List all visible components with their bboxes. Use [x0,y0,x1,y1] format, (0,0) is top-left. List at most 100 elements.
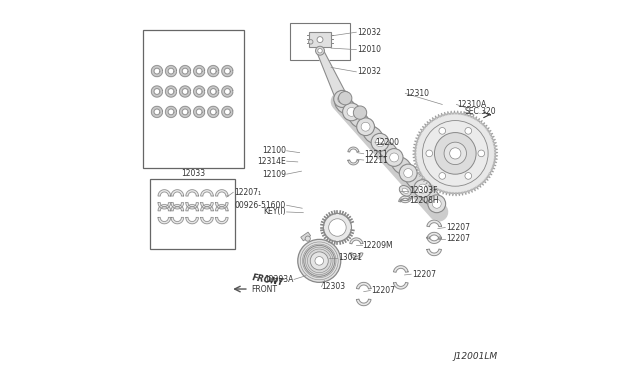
Polygon shape [222,65,233,77]
Bar [143,31,244,168]
Ellipse shape [399,186,411,196]
Polygon shape [194,106,205,118]
Text: 12211: 12211 [364,156,388,165]
Polygon shape [158,218,171,224]
Text: FRONT: FRONT [252,273,285,287]
Text: 12010: 12010 [357,45,381,54]
Polygon shape [216,190,228,196]
Polygon shape [427,232,442,239]
Polygon shape [457,111,458,114]
Polygon shape [469,114,471,117]
Polygon shape [460,111,461,115]
Polygon shape [356,282,371,289]
Polygon shape [494,146,497,147]
Text: 12033: 12033 [181,169,205,177]
Ellipse shape [420,187,440,205]
Circle shape [310,252,328,270]
Polygon shape [436,188,439,192]
Text: 12207: 12207 [446,223,470,232]
Polygon shape [186,218,198,224]
Polygon shape [349,238,363,244]
Polygon shape [413,157,416,158]
Polygon shape [349,253,363,259]
Polygon shape [446,192,447,195]
Polygon shape [427,249,442,256]
Polygon shape [481,182,484,185]
Ellipse shape [349,110,369,128]
Circle shape [316,46,324,55]
Polygon shape [201,205,213,211]
Polygon shape [413,160,417,161]
Circle shape [465,128,472,134]
Polygon shape [458,192,460,196]
Bar [309,32,331,47]
Polygon shape [466,113,468,116]
Polygon shape [171,205,184,211]
Circle shape [465,173,472,179]
Polygon shape [479,121,483,124]
Circle shape [342,103,360,121]
Bar [291,23,349,60]
Polygon shape [419,132,422,134]
Circle shape [450,148,461,159]
Ellipse shape [378,141,397,159]
Polygon shape [477,118,479,122]
Polygon shape [216,205,228,211]
Polygon shape [158,203,171,209]
Polygon shape [186,205,198,211]
Polygon shape [427,237,442,243]
Polygon shape [316,51,349,99]
Polygon shape [166,65,177,77]
Circle shape [315,257,324,265]
Polygon shape [356,299,371,306]
Polygon shape [424,124,428,127]
Polygon shape [478,184,481,187]
Polygon shape [348,160,359,165]
Text: 12032: 12032 [357,67,381,76]
Polygon shape [427,220,442,227]
Text: SEC.320: SEC.320 [465,108,496,116]
Polygon shape [186,203,198,209]
Text: FRONT: FRONT [252,285,277,294]
Polygon shape [428,183,431,186]
Polygon shape [449,192,451,196]
Polygon shape [484,125,487,128]
Text: KEY(I): KEY(I) [263,208,286,217]
Text: 12314E: 12314E [257,157,286,166]
Polygon shape [493,164,496,166]
Polygon shape [470,189,472,192]
Polygon shape [208,86,219,97]
Polygon shape [180,86,191,97]
Ellipse shape [363,126,383,144]
Circle shape [414,180,431,198]
Polygon shape [474,116,477,120]
Polygon shape [431,185,433,188]
Circle shape [361,122,370,131]
Ellipse shape [406,172,426,190]
Polygon shape [216,203,228,209]
Polygon shape [452,193,454,196]
Text: 12211: 12211 [364,150,388,159]
Polygon shape [419,174,422,176]
Polygon shape [429,119,432,122]
Polygon shape [443,191,445,194]
Polygon shape [438,114,440,118]
Polygon shape [394,282,408,289]
Polygon shape [427,122,429,125]
Polygon shape [421,176,424,179]
Polygon shape [201,190,213,196]
Circle shape [356,118,374,136]
Circle shape [353,106,367,119]
Polygon shape [426,181,429,184]
Circle shape [435,132,476,174]
Polygon shape [473,187,476,191]
Text: 12207: 12207 [412,270,436,279]
Polygon shape [416,169,420,170]
Circle shape [371,134,389,151]
Polygon shape [454,111,455,114]
Polygon shape [491,136,494,138]
Polygon shape [445,112,446,116]
Polygon shape [487,175,490,178]
Polygon shape [455,193,457,196]
Text: 12310A: 12310A [457,100,486,109]
